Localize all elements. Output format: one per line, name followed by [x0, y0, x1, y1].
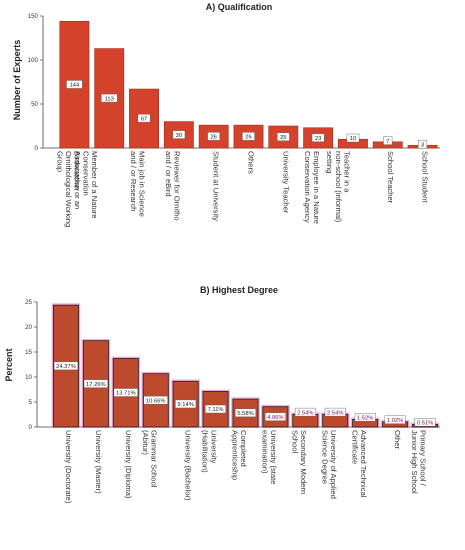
chart-a-bar	[59, 20, 90, 149]
chart-b-category-label: Secondary ModernSchool	[290, 430, 308, 494]
chart-b-data-label: 4.06%	[267, 415, 283, 421]
chart-b-data-label: 2.54%	[327, 410, 343, 416]
chart-b-category-label: Advanced TechnicalCertificate	[350, 430, 368, 498]
chart-a-data-label: 67	[141, 117, 147, 123]
chart-b-data-label-box	[384, 415, 406, 424]
chart-b-data-label: 10.66%	[146, 398, 166, 404]
chart-b-data-label: 17.26%	[86, 382, 106, 388]
chart-b-category-label: Other	[393, 430, 402, 449]
chart-b-data-label-box	[354, 413, 376, 422]
chart-b-category-label: University (Master)	[94, 430, 103, 494]
chart-b-category-label: University (Bachelor)	[184, 430, 193, 501]
chart-a-data-label-box	[418, 139, 428, 149]
chart-b-data-label-box	[83, 379, 108, 388]
chart-a-data-label: 7	[386, 139, 389, 145]
chart-a-data-label: 23	[315, 136, 321, 142]
chart-a-data-label: 25	[280, 135, 286, 141]
chart-b-category-label: Grammar School(Abitur)	[141, 430, 159, 488]
chart-a-title: A) Qualification	[206, 2, 273, 12]
chart-b-data-label-box	[113, 388, 138, 397]
chart-b-data-label: 2.54%	[297, 410, 313, 416]
chart-a-data-label-box	[101, 93, 118, 103]
chart-a-data-label: 113	[105, 96, 114, 102]
chart-a-data-label: 3	[421, 142, 424, 148]
chart-b-data-label: 9.14%	[177, 402, 193, 408]
chart-b-data-label-box	[143, 395, 168, 405]
chart-b-data-label-box	[324, 407, 346, 417]
chart-a-data-label: 26	[210, 135, 216, 141]
chart-b-data-label: 24.37%	[56, 364, 76, 370]
chart-b-y-tick-label: 10	[25, 374, 32, 381]
chart-a-category-label: Birdwatcher	[72, 151, 81, 192]
chart-b-data-label-box	[205, 404, 227, 414]
chart-b-category-label: University (Doctorate)	[64, 430, 73, 504]
chart-b-data-label: 7.11%	[208, 407, 224, 413]
chart-a-data-label: 26	[245, 135, 251, 141]
chart-b-category-label: University (stateexamination)	[261, 430, 279, 484]
chart-b-data-label-box	[235, 408, 256, 418]
chart-a-data-label-box	[172, 130, 186, 139]
chart-a-data-label-box	[311, 133, 325, 142]
chart-b-data-label-box	[175, 399, 197, 409]
chart-b-y-axis-label: Percent	[4, 348, 14, 381]
chart-a-y-tick-label: 50	[31, 101, 38, 108]
chart-a-data-label: 30	[176, 133, 182, 139]
chart-b-category-label: CompletedApprenticeship	[231, 430, 249, 480]
chart-b-y-tick-label: 15	[25, 349, 32, 356]
chart-b-data-label-box	[294, 407, 316, 417]
chart-a-category-label: Reviewer for Ornithoand / or eBird	[164, 151, 182, 221]
chart-b-y-tick-label: 5	[29, 399, 33, 406]
chart-a-category-label: University Teacher	[281, 151, 290, 214]
chart-b-highest-degree: B) Highest Degree Percent 0 5 10 15 20 25 24.3…	[4, 285, 440, 504]
chart-a-data-label-box	[242, 132, 255, 141]
chart-b-category-label: University (Diploma)	[124, 430, 133, 499]
chart-b-data-label-box	[414, 418, 436, 427]
chart-b-data-label: 5.58%	[237, 411, 253, 417]
chart-a-data-label: 10	[350, 136, 356, 142]
chart-b-y-tick-label: 25	[25, 299, 32, 306]
chart-a-data-label-box	[137, 114, 151, 123]
chart-a-category-label: Others	[247, 151, 256, 174]
chart-a-category-label: Member of a NatureConservationAssociatio…	[56, 151, 99, 227]
chart-b-title: B) Highest Degree	[200, 285, 278, 295]
chart-a-category-label: Teacher in anon-school (informal)setting	[325, 151, 351, 223]
chart-b-category-label: Primary School /Junior High School	[410, 430, 428, 494]
chart-a-category-label: School Teacher	[386, 151, 395, 204]
chart-a-qualification: A) Qualification Number of Experts 0 50 10…	[12, 2, 440, 227]
chart-b-data-label: 0.51%	[417, 420, 433, 426]
chart-a-data-label-box	[346, 133, 360, 143]
chart-a-category-label: School Student	[421, 151, 430, 203]
chart-a-category-label: Employee in a NatureConservation Agency	[303, 151, 321, 224]
chart-a-data-label-box	[277, 132, 290, 142]
chart-b-data-label: 1.02%	[387, 418, 403, 424]
chart-a-data-label: 144	[70, 83, 80, 89]
chart-a-data-label-box	[383, 136, 393, 145]
chart-b-data-label: 13.71%	[116, 391, 136, 397]
chart-a-data-label-box	[207, 132, 220, 141]
chart-a-y-tick-label: 150	[28, 13, 39, 20]
chart-a-category-label: Main job in Scienceand / or Research	[129, 151, 147, 217]
chart-a-y-tick-label: 0	[35, 145, 39, 152]
chart-a-data-label-box	[66, 80, 83, 89]
chart-b-category-label: University(Habilitation)	[201, 430, 219, 473]
chart-a-y-tick-label: 100	[28, 57, 39, 64]
chart-b-data-label-box	[264, 412, 286, 421]
chart-b-data-label-box	[53, 361, 79, 371]
chart-b-category-label: University of AppliedScience Degree	[320, 430, 338, 499]
chart-b-data-label: 1.52%	[357, 415, 373, 421]
chart-b-y-tick-label: 20	[25, 324, 32, 331]
chart-a-category-label: Student at University	[212, 151, 221, 221]
chart-b-y-tick-label: 0	[29, 424, 33, 431]
chart-a-y-axis-label: Number of Experts	[12, 40, 22, 121]
